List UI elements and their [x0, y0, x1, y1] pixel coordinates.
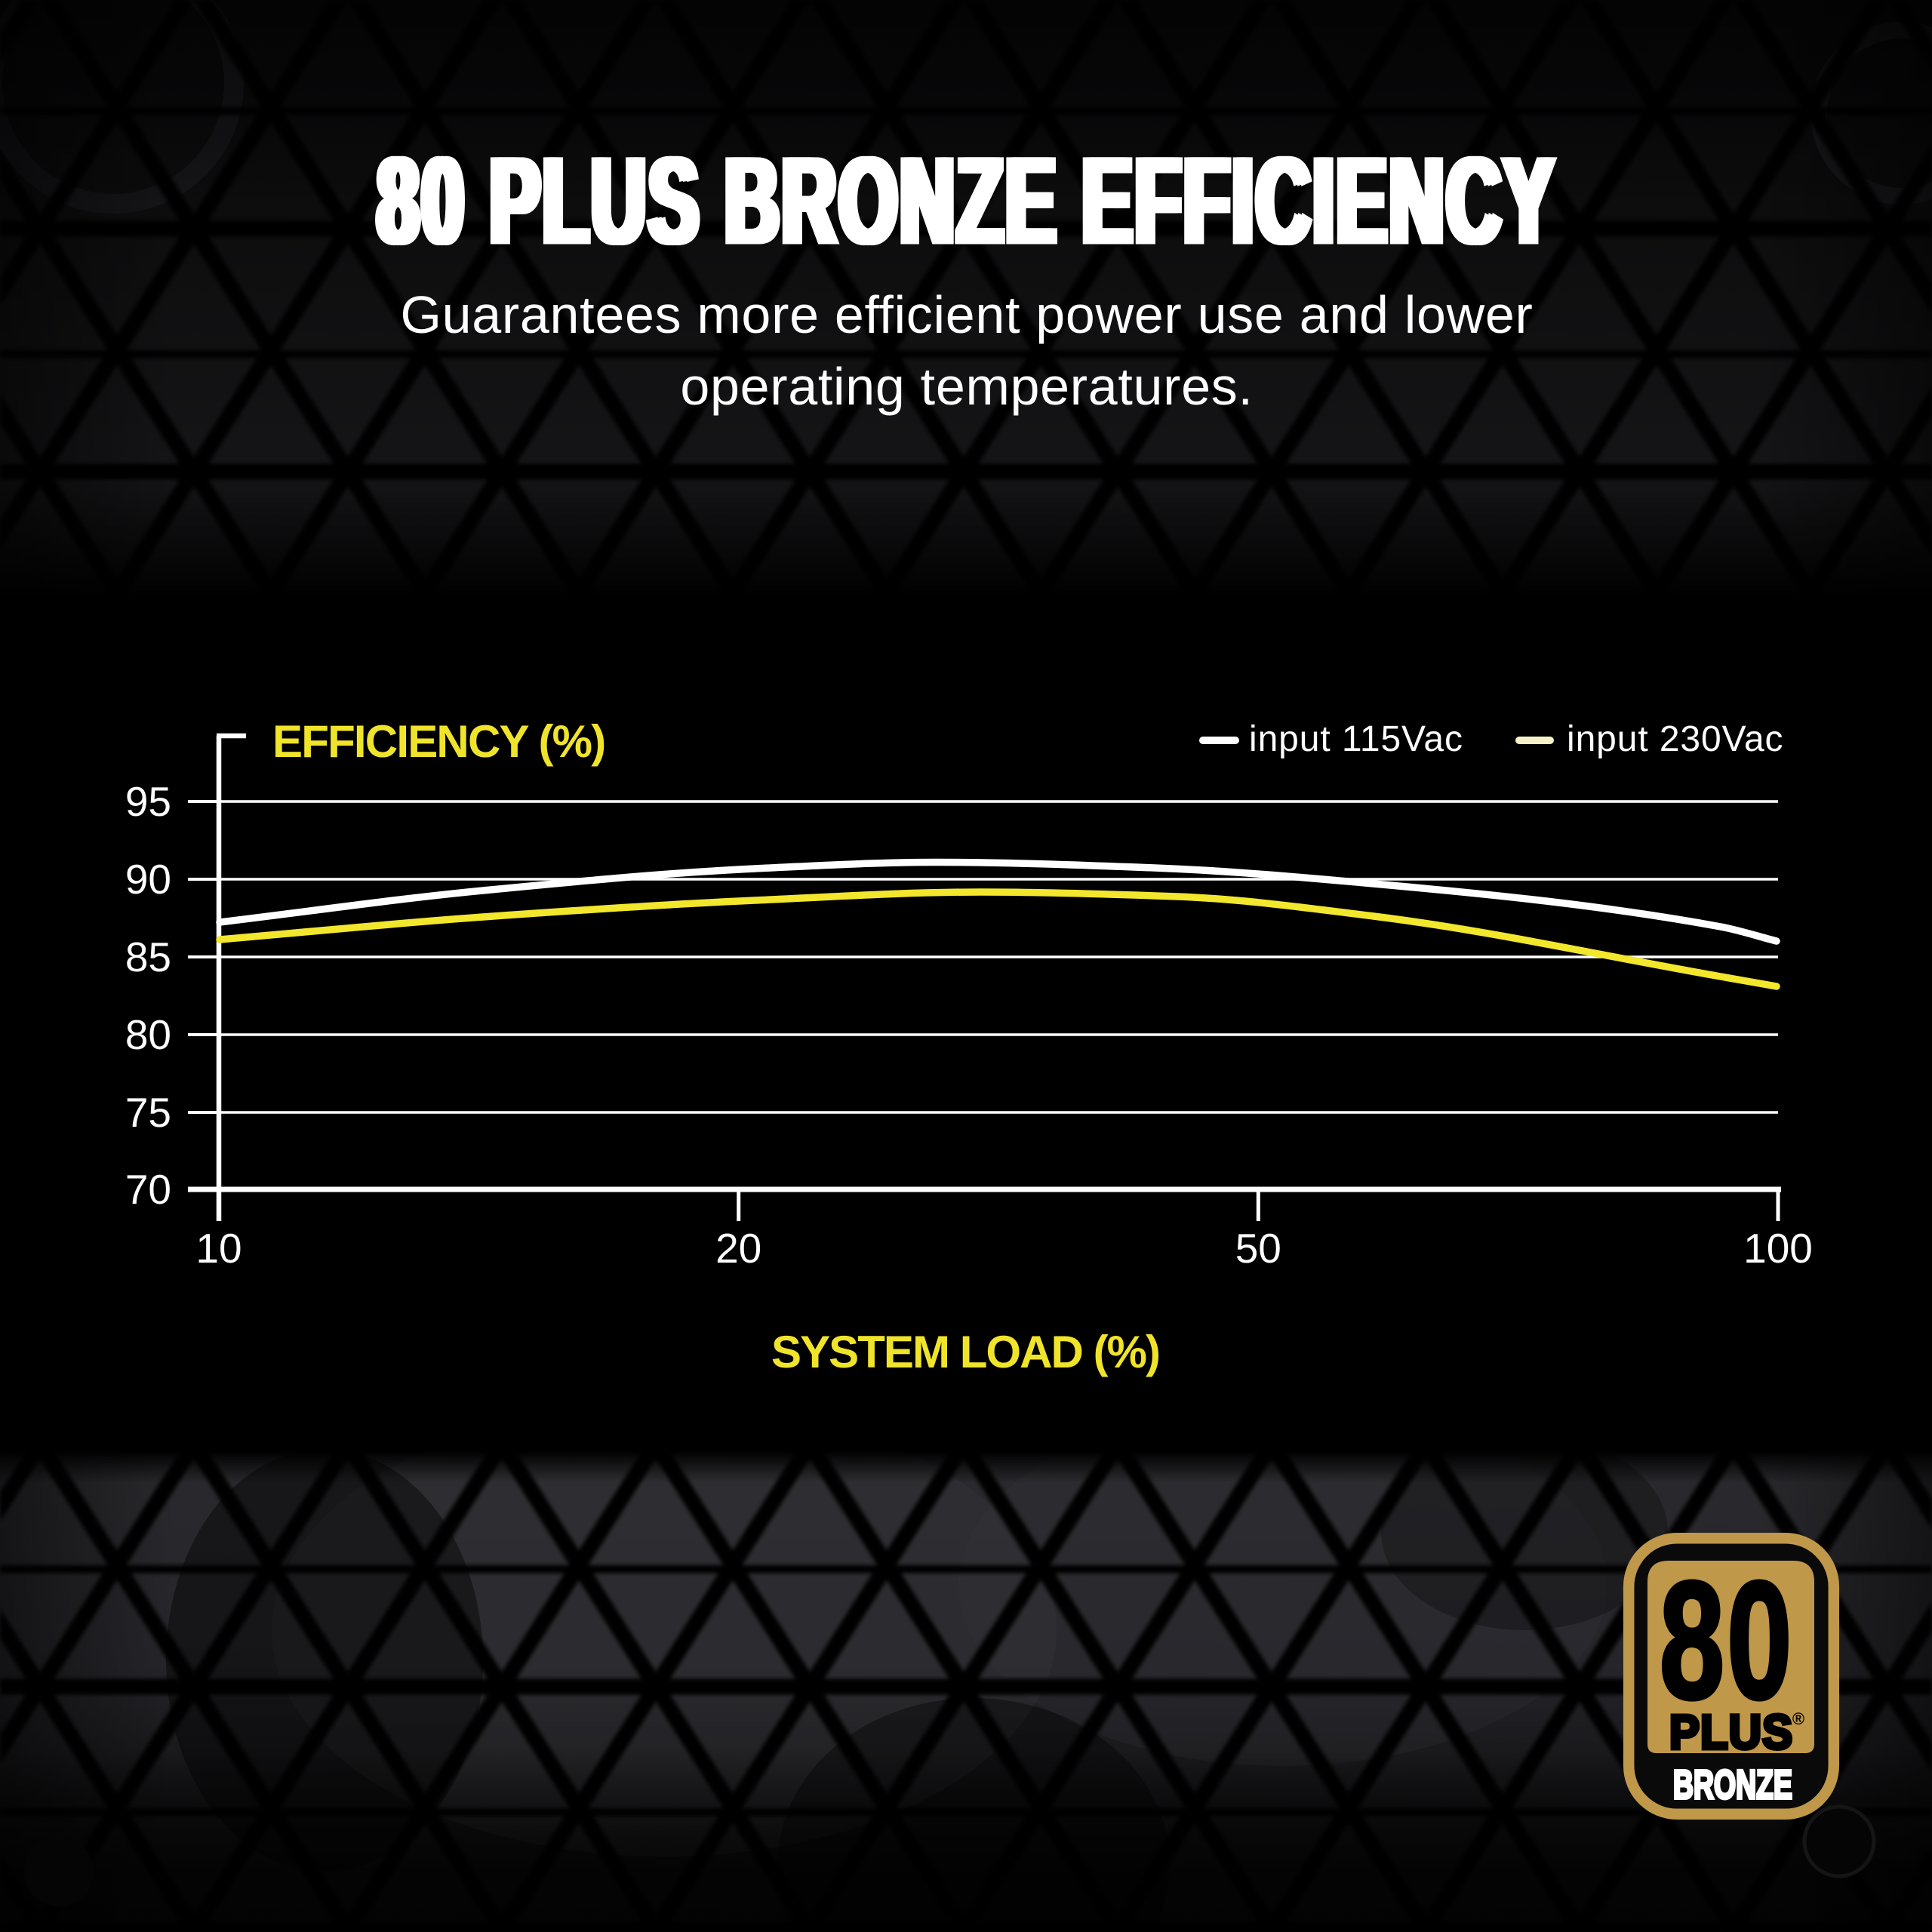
svg-text:80 PLUS BRONZE EFFICIENCY: 80 PLUS BRONZE EFFICIENCY — [374, 132, 1552, 269]
svg-text:Guarantees more efficient powe: Guarantees more efficient power use and … — [400, 285, 1533, 344]
svg-text:input 230Vac: input 230Vac — [1567, 719, 1783, 759]
svg-text:80 PLUS BRONZE EFFICIENCY: 80 PLUS BRONZE EFFICIENCY — [381, 132, 1560, 269]
svg-text:PLUS: PLUS — [1669, 1706, 1793, 1759]
svg-text:80 PLUS BRONZE EFFICIENCY: 80 PLUS BRONZE EFFICIENCY — [377, 132, 1556, 269]
svg-text:10: 10 — [195, 1225, 242, 1272]
svg-text:BRONZE: BRONZE — [1673, 1761, 1792, 1807]
svg-text:operating temperatures.: operating temperatures. — [680, 357, 1253, 416]
svg-text:20: 20 — [715, 1225, 761, 1272]
svg-text:80: 80 — [1660, 1547, 1794, 1734]
svg-text:95: 95 — [125, 778, 171, 825]
svg-text:90: 90 — [125, 856, 171, 903]
svg-text:EFFICIENCY (%): EFFICIENCY (%) — [272, 716, 605, 767]
svg-text:SYSTEM LOAD (%): SYSTEM LOAD (%) — [771, 1327, 1159, 1377]
svg-text:®: ® — [1792, 1709, 1804, 1728]
svg-text:85: 85 — [125, 934, 171, 980]
svg-text:50: 50 — [1235, 1225, 1281, 1272]
svg-text:75: 75 — [125, 1089, 171, 1136]
svg-text:input 115Vac: input 115Vac — [1249, 719, 1463, 759]
svg-text:70: 70 — [125, 1166, 171, 1213]
svg-text:100: 100 — [1743, 1225, 1813, 1272]
svg-text:80: 80 — [125, 1011, 171, 1058]
